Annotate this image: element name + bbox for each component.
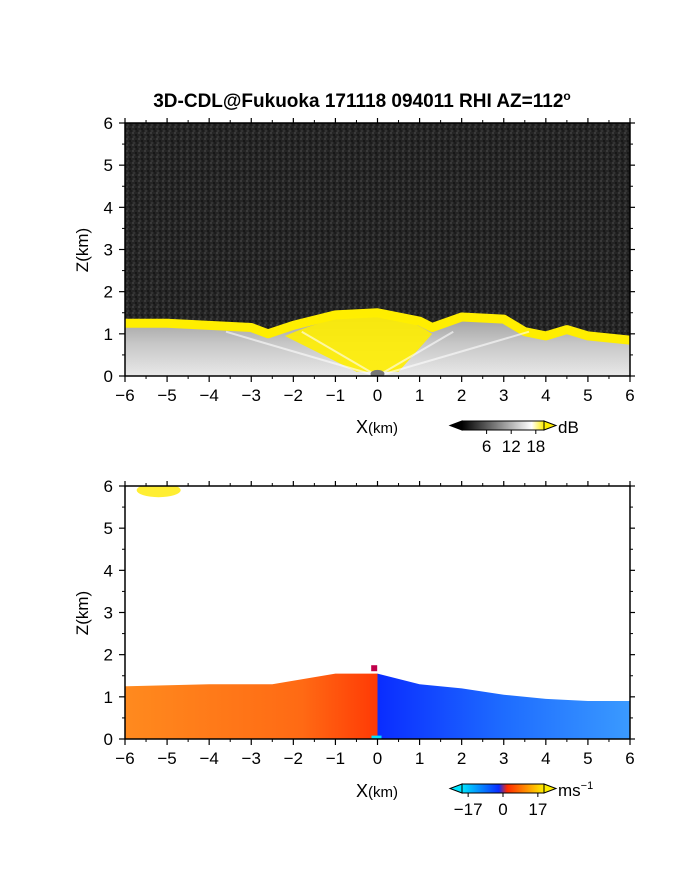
y-tick-label: 4 (104, 198, 113, 217)
colorbar-high-arrow (543, 783, 558, 794)
colorbar-tick-label: 12 (502, 437, 521, 456)
colorbar-ramp (461, 420, 545, 431)
bottom-xlabel: X(km) (356, 781, 398, 801)
intensity-colorbar: 6 12 18 dB (448, 418, 579, 456)
intensity-field (125, 123, 630, 376)
colorbar-unit-sup: −1 (581, 780, 594, 792)
colorbar-unit-main: ms (558, 781, 581, 800)
y-tick-label: 1 (104, 688, 113, 707)
title-superscript: o (563, 89, 570, 103)
x-tick-label: −3 (242, 386, 261, 405)
colorbar-low-arrow (448, 783, 463, 794)
x-tick-label: 0 (373, 749, 382, 768)
beam-streak (377, 330, 530, 376)
x-tick-label: −2 (284, 386, 303, 405)
x-tick-label: −2 (284, 749, 303, 768)
near-range-high-echo (284, 315, 433, 372)
x-tick-label: −5 (157, 386, 176, 405)
x-tick-label: 5 (583, 386, 592, 405)
bottom-xlabel-main: X (356, 781, 368, 801)
y-tick-label: 3 (104, 604, 113, 623)
y-tick-label: 0 (104, 730, 113, 749)
colorbar-tick-label: 0 (498, 800, 507, 819)
high-intensity-rim (125, 308, 630, 345)
top-xlabel-unit: (km) (368, 420, 398, 437)
x-tick-label: 5 (583, 749, 592, 768)
near-range-cyan (371, 735, 382, 739)
y-tick-label: 3 (104, 241, 113, 260)
x-tick-label: 3 (499, 386, 508, 405)
x-tick-label: 2 (457, 749, 466, 768)
colorbar-unit: dB (558, 418, 579, 437)
colorbar-unit: ms−1 (558, 780, 593, 800)
beam-streak (301, 330, 379, 376)
y-tick-label: 0 (104, 367, 113, 386)
bottom-axes: −6 −5 −4 −3 −2 −1 0 1 2 3 4 5 6 0 1 2 3 4 5 6 (104, 477, 635, 768)
y-tick-label: 6 (104, 477, 113, 496)
isolated-pixel (371, 665, 378, 672)
colorbar-ramp (461, 783, 545, 794)
colorbar-tick-label: 18 (526, 437, 545, 456)
x-tick-label: 6 (625, 386, 634, 405)
x-tick-label: 2 (457, 386, 466, 405)
y-tick-label: 2 (104, 283, 113, 302)
figure-title: 3D-CDL@Fukuoka 171118 094011 RHI AZ=112o (153, 89, 571, 112)
x-tick-label: −4 (199, 386, 218, 405)
colorbar-low-arrow (448, 420, 463, 431)
y-tick-label: 1 (104, 325, 113, 344)
top-axes: −6 −5 −4 −3 −2 −1 0 1 2 3 4 5 6 0 1 2 3 4 5 6 (104, 114, 635, 405)
x-tick-label: 4 (541, 386, 550, 405)
x-tick-label: 6 (625, 749, 634, 768)
top-ylabel: Z(km) (73, 228, 92, 272)
x-tick-label: 3 (499, 749, 508, 768)
x-tick-label: 1 (415, 749, 424, 768)
bottom-ylabel: Z(km) (73, 591, 92, 635)
velocity-field (125, 486, 630, 739)
beam-streak (225, 330, 378, 376)
y-tick-label: 4 (104, 561, 113, 580)
upper-echo-patch (136, 486, 181, 498)
beam-streak (376, 330, 454, 376)
x-tick-label: 4 (541, 749, 550, 768)
x-tick-label: −6 (115, 386, 134, 405)
colorbar-high-arrow (543, 420, 558, 431)
x-tick-label: 0 (373, 386, 382, 405)
x-tick-label: −6 (115, 749, 134, 768)
bottom-panel: −6 −5 −4 −3 −2 −1 0 1 2 3 4 5 6 0 1 2 3 4 5 6 Z(km) X(km) −… (73, 477, 635, 819)
x-tick-label: −3 (242, 749, 261, 768)
receding-velocity-region (125, 673, 378, 739)
top-xlabel: X(km) (356, 417, 398, 437)
y-tick-label: 5 (104, 519, 113, 538)
approaching-velocity-region (377, 673, 630, 739)
x-tick-label: −1 (326, 386, 345, 405)
bottom-xlabel-unit: (km) (368, 784, 398, 801)
x-tick-label: −5 (157, 749, 176, 768)
top-xlabel-main: X (356, 417, 368, 437)
y-tick-label: 2 (104, 646, 113, 665)
colorbar-tick-label: 17 (528, 800, 547, 819)
colorbar-tick-label: 6 (482, 437, 491, 456)
colorbar-tick-label: −17 (454, 800, 483, 819)
y-tick-label: 5 (104, 156, 113, 175)
title-main: 3D-CDL@Fukuoka 171118 094011 RHI AZ=112 (153, 91, 563, 112)
x-tick-label: −1 (326, 749, 345, 768)
x-tick-label: 1 (415, 386, 424, 405)
x-tick-label: −4 (199, 749, 218, 768)
y-tick-label: 6 (104, 114, 113, 133)
lidar-site (370, 369, 385, 376)
velocity-colorbar: −17 0 17 ms−1 (448, 780, 593, 819)
